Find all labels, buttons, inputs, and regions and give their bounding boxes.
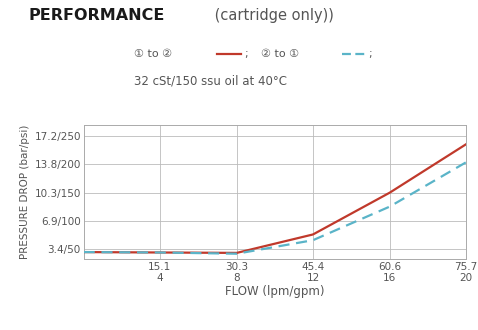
Text: (cartridge only)): (cartridge only)) bbox=[210, 8, 334, 23]
Text: PERFORMANCE: PERFORMANCE bbox=[29, 8, 165, 23]
Text: 32 cSt/150 ssu oil at 40°C: 32 cSt/150 ssu oil at 40°C bbox=[134, 74, 287, 87]
X-axis label: FLOW (lpm/gpm): FLOW (lpm/gpm) bbox=[225, 285, 325, 298]
Text: ;: ; bbox=[368, 50, 372, 59]
Text: ① to ②: ① to ② bbox=[134, 50, 172, 59]
Y-axis label: PRESSURE DROP (bar/psi): PRESSURE DROP (bar/psi) bbox=[20, 125, 30, 259]
Text: ;: ; bbox=[244, 50, 248, 59]
Text: ② to ①: ② to ① bbox=[261, 50, 299, 59]
